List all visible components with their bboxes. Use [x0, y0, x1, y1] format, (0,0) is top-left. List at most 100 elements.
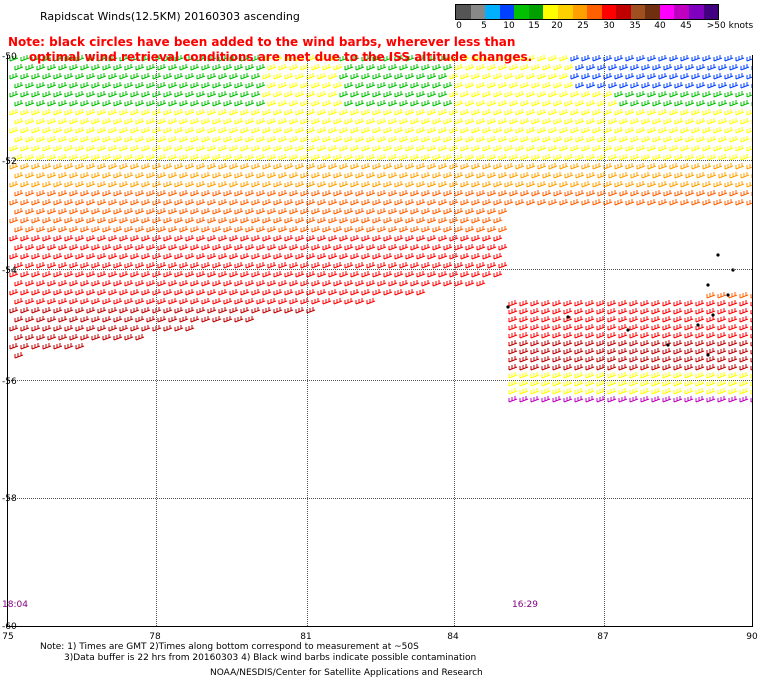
wind-barb [339, 127, 349, 134]
longitude-gridline [454, 55, 455, 626]
wind-barb [515, 73, 525, 80]
wind-barb [570, 145, 580, 152]
wind-barb [344, 154, 354, 161]
wind-barb [306, 73, 316, 80]
wind-barb [493, 253, 503, 260]
wind-barb [405, 253, 415, 260]
wind-barb [179, 190, 189, 197]
wind-barb [482, 109, 492, 116]
wind-barb [669, 163, 679, 170]
wind-barb [152, 289, 162, 296]
wind-barb [355, 298, 365, 305]
wind-barb [416, 91, 426, 98]
wind-barb [537, 163, 547, 170]
wind-barb [333, 190, 343, 197]
wind-barb [361, 235, 371, 242]
wind-barb [278, 100, 288, 107]
legend-label: 30 [603, 21, 615, 31]
wind-barb [135, 316, 145, 323]
wind-barb [190, 154, 200, 161]
wind-barb [751, 84, 752, 88]
wind-barb [592, 91, 602, 98]
wind-barb [218, 91, 228, 98]
wind-barb [185, 253, 195, 260]
wind-barb [102, 262, 112, 269]
wind-barb [31, 217, 41, 224]
wind-barb [47, 226, 57, 233]
latitude-label: -54 [2, 266, 17, 276]
wind-barb [465, 100, 475, 107]
wind-barb [333, 82, 343, 89]
wind-barb [20, 289, 30, 296]
wind-barb [541, 380, 551, 387]
wind-barb [465, 64, 475, 71]
wind-barb [372, 73, 382, 80]
wind-barb [20, 127, 30, 134]
wind-barb [25, 208, 35, 215]
wind-barb [399, 190, 409, 197]
wind-barb [119, 163, 129, 170]
wind-barb [86, 109, 96, 116]
wind-barb [674, 172, 684, 179]
wind-barb [36, 64, 46, 71]
wind-barb [487, 244, 497, 251]
wind-barb [717, 292, 727, 299]
wind-barb [174, 145, 184, 152]
wind-barb [410, 154, 420, 161]
wind-barb [361, 181, 371, 188]
wind-barb [476, 64, 486, 71]
wind-barb [229, 109, 239, 116]
wind-barb [702, 163, 712, 170]
wind-barb [256, 262, 266, 269]
wind-barb [157, 172, 167, 179]
wind-barb [9, 91, 19, 98]
wind-barb [47, 154, 57, 161]
wind-barb [542, 154, 552, 161]
wind-barb [108, 307, 118, 314]
wind-barb [651, 324, 661, 331]
wind-barb [207, 109, 217, 116]
wind-barb [421, 280, 431, 287]
wind-barb [728, 372, 738, 379]
wind-barb [460, 253, 470, 260]
wind-barb [229, 271, 239, 278]
wind-barb [751, 66, 752, 70]
wind-barb [80, 262, 90, 269]
wind-barb [608, 136, 618, 143]
wind-barb [284, 145, 294, 152]
wind-barb [548, 199, 558, 206]
wind-barb [157, 136, 167, 143]
wind-barb [130, 271, 140, 278]
wind-barb [223, 154, 233, 161]
wind-barb [333, 244, 343, 251]
wind-barb [471, 199, 481, 206]
wind-barb [691, 55, 701, 62]
wind-barb [520, 118, 530, 125]
wind-barb [234, 316, 244, 323]
wind-barb [596, 332, 606, 339]
wind-barb [443, 280, 453, 287]
wind-barb [530, 348, 540, 355]
wind-barb [361, 289, 371, 296]
quality-flag-dot [696, 323, 700, 327]
wind-barb [399, 226, 409, 233]
wind-barb [713, 91, 723, 98]
wind-barb [728, 324, 738, 331]
wind-barb [361, 127, 371, 134]
wind-barb [662, 380, 672, 387]
wind-barb [443, 118, 453, 125]
wind-barb [355, 208, 365, 215]
wind-barb [482, 55, 492, 62]
wind-barb [317, 145, 327, 152]
wind-barb [438, 145, 448, 152]
wind-barb [537, 181, 547, 188]
wind-barb [97, 55, 107, 62]
wind-barb [399, 82, 409, 89]
wind-barb [163, 127, 173, 134]
wind-barb [119, 55, 129, 62]
wind-barb [196, 73, 206, 80]
wind-barb [421, 64, 431, 71]
wind-barb [295, 307, 305, 314]
wind-barb [190, 226, 200, 233]
wind-barb [581, 109, 591, 116]
